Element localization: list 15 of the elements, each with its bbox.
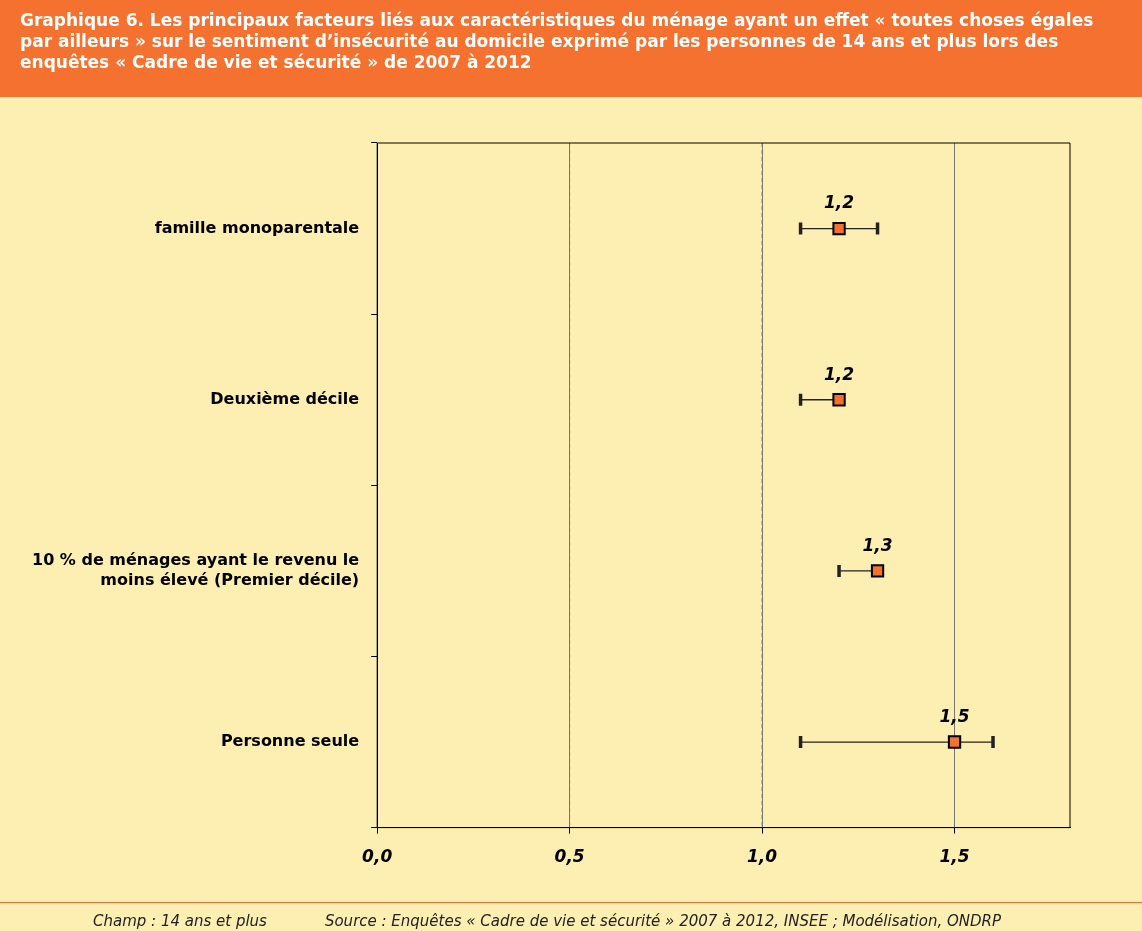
data-label: 1,2 bbox=[824, 363, 855, 384]
data-label: 1,5 bbox=[939, 705, 970, 726]
text: Champ : 14 ans et plus bbox=[93, 912, 267, 931]
data-label: 1,2 bbox=[824, 192, 855, 213]
x-tick-label: 1,0 bbox=[747, 846, 778, 867]
source-note: Source : Enquêtes « Cadre de vie et sécurité » 2007 à 2012, INSEE ; Modélisation, ONDRP bbox=[324, 912, 1001, 931]
x-tick-label: 1,5 bbox=[939, 846, 970, 867]
chart-title: Graphique 6. Les principaux facteurs liés aux caractéristiques du ménage ayant un effet « toutes choses égales par ailleurs » sur le sentiment d’insécurité au domicile exprimé par les personnes de 14 ans et plus lors des enquêtes « Cadre de vie et sécurité » de 2007 à 2012 bbox=[0, 0, 1142, 97]
x-tick-label: 0,0 bbox=[362, 846, 393, 867]
y-tick-label: Deuxième décile bbox=[210, 388, 360, 408]
y-tick-label: 10 % de ménages ayant le revenu le moins élevé (Premier décile) bbox=[31, 550, 360, 589]
data-label: 1,3 bbox=[862, 534, 893, 555]
x-tick-label: 0,5 bbox=[554, 846, 585, 867]
y-tick-label: famille monoparentale bbox=[154, 217, 360, 237]
y-tick-label: Personne seule bbox=[220, 731, 360, 751]
